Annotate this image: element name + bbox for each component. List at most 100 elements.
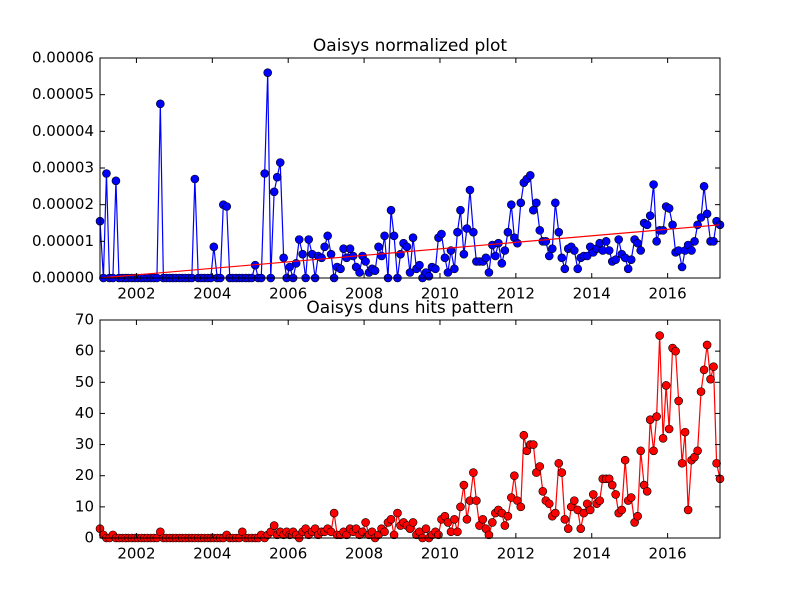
data-point: [535, 462, 545, 471]
data-point: [709, 362, 718, 372]
data-point: [626, 493, 636, 502]
data-point: [269, 187, 279, 197]
data-point: [535, 226, 545, 235]
data-point: [699, 365, 709, 375]
data-point: [272, 172, 282, 182]
data-point: [374, 242, 383, 252]
data-point: [462, 224, 472, 233]
data-point: [573, 264, 583, 274]
data-point: [481, 253, 491, 263]
x-tick-label: 2014: [573, 545, 611, 563]
data-point: [554, 227, 564, 237]
data-point: [279, 253, 288, 263]
data-point: [380, 527, 389, 537]
x-tick-label: 2010: [421, 285, 459, 303]
data-point: [497, 259, 507, 268]
data-point: [652, 412, 661, 421]
data-point: [456, 502, 465, 512]
data-point: [260, 169, 269, 178]
data-point: [462, 515, 472, 524]
data-point: [323, 231, 332, 241]
data-point: [702, 340, 712, 350]
x-tick-label: 2010: [421, 545, 459, 563]
data-point: [547, 244, 557, 253]
data-point: [551, 198, 560, 208]
x-tick-label: 2004: [193, 545, 231, 563]
data-point: [636, 446, 645, 456]
data-point: [361, 257, 370, 266]
x-tick-label: 2016: [649, 285, 687, 303]
y-tick-label: 30: [75, 435, 94, 453]
data-point: [569, 496, 579, 505]
data-point: [519, 430, 529, 440]
data-point: [525, 171, 535, 180]
data-point: [380, 231, 389, 241]
data-point: [386, 205, 396, 215]
data-point: [450, 515, 459, 524]
data-point: [604, 246, 614, 255]
data-point: [437, 229, 446, 239]
data-point: [269, 521, 279, 530]
data-point: [690, 237, 699, 246]
data-point: [370, 266, 380, 275]
data-point: [156, 99, 165, 109]
data-point: [396, 249, 405, 259]
data-point: [361, 518, 370, 527]
x-tick-label: 2008: [345, 285, 383, 303]
data-point: [664, 424, 674, 434]
x-tick-label: 2006: [269, 545, 307, 563]
data-point: [620, 455, 630, 465]
data-point: [472, 496, 481, 505]
data-point: [285, 262, 295, 272]
y-tick-label: 10: [75, 497, 94, 515]
data-point: [696, 387, 706, 396]
data-point: [706, 374, 715, 384]
data-point: [557, 468, 567, 477]
chart-title: Oaisys normalized plot: [313, 36, 507, 56]
y-tick-label: 0.00005: [32, 85, 94, 103]
y-tick-label: 20: [75, 466, 94, 484]
data-point: [386, 515, 396, 524]
data-point: [532, 198, 541, 208]
chart-title: Oaisys duns hits pattern: [306, 298, 513, 318]
data-point: [557, 253, 567, 263]
data-point: [541, 237, 551, 246]
data-point: [405, 268, 415, 277]
data-point: [336, 264, 345, 274]
data-point: [345, 244, 355, 253]
data-point: [712, 458, 721, 468]
data-point: [680, 427, 690, 437]
x-tick-label: 2016: [649, 545, 687, 563]
data-point: [554, 458, 564, 468]
data-point: [488, 518, 497, 527]
data-point: [601, 237, 611, 246]
y-tick-label: 60: [75, 342, 94, 360]
data-point: [516, 198, 526, 208]
data-point: [459, 249, 469, 259]
plot-area: [95, 331, 725, 543]
data-point: [693, 446, 702, 456]
data-point: [393, 508, 402, 518]
data-point: [595, 496, 605, 505]
data-point: [459, 480, 469, 490]
data-point: [645, 211, 655, 220]
data-point: [636, 246, 645, 255]
data-point: [275, 158, 285, 167]
data-point: [222, 202, 232, 211]
data-point: [102, 169, 111, 178]
data-point: [516, 502, 526, 512]
data-point: [661, 381, 671, 390]
y-tick-label: 0.00000: [32, 269, 94, 287]
data-point: [623, 264, 633, 274]
x-tick-label: 2006: [269, 285, 307, 303]
data-point: [649, 446, 658, 456]
data-point: [642, 220, 652, 230]
data-point: [633, 238, 642, 248]
data-point: [588, 490, 598, 499]
data-point: [389, 530, 399, 540]
y-tick-label: 0.00004: [32, 122, 94, 140]
data-point: [408, 233, 418, 242]
data-point: [298, 249, 307, 259]
